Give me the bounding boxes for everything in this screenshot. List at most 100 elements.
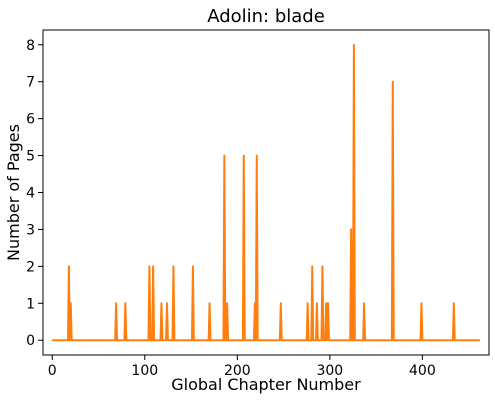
y-tick-label: 7 xyxy=(26,75,35,91)
data-point xyxy=(208,339,210,341)
x-tick-label: 200 xyxy=(224,363,251,379)
data-point xyxy=(307,302,309,304)
data-point xyxy=(254,302,256,304)
y-tick-label: 6 xyxy=(26,112,35,128)
data-point xyxy=(353,44,355,46)
data-point xyxy=(328,339,330,341)
y-axis-label: Number of Pages xyxy=(4,124,23,261)
data-point xyxy=(226,302,228,304)
data-point xyxy=(166,302,168,304)
data-point xyxy=(244,339,246,341)
data-point xyxy=(420,339,422,341)
data-point xyxy=(173,339,175,341)
data-point xyxy=(306,339,308,341)
data-point xyxy=(124,302,126,304)
data-point xyxy=(352,339,354,341)
x-tick-label: 0 xyxy=(48,363,57,379)
data-point xyxy=(167,339,169,341)
data-point xyxy=(321,339,323,341)
data-point xyxy=(325,302,327,304)
data-point xyxy=(242,339,244,341)
data-point xyxy=(324,339,326,341)
data-point xyxy=(222,339,224,341)
data-point xyxy=(223,155,225,157)
data-point xyxy=(453,302,455,304)
data-point xyxy=(51,339,53,341)
plot-area xyxy=(51,43,481,342)
data-point xyxy=(327,302,329,304)
data-point xyxy=(116,339,118,341)
data-point xyxy=(354,339,356,341)
data-point xyxy=(160,302,162,304)
data-point xyxy=(192,265,194,267)
data-point xyxy=(317,339,319,341)
data-point xyxy=(351,339,353,341)
y-tick-label: 3 xyxy=(26,222,35,238)
data-point xyxy=(316,302,318,304)
data-point xyxy=(310,339,312,341)
data-point xyxy=(364,339,366,341)
data-point xyxy=(391,339,393,341)
data-point xyxy=(193,339,195,341)
data-point xyxy=(224,339,226,341)
data-point xyxy=(115,302,117,304)
data-point xyxy=(125,339,127,341)
data-point xyxy=(421,339,423,341)
data-point xyxy=(243,155,245,157)
data-point xyxy=(315,339,317,341)
data-point xyxy=(257,339,259,341)
data-point xyxy=(70,302,72,304)
data-point xyxy=(148,265,150,267)
data-point xyxy=(69,339,71,341)
data-point xyxy=(308,339,310,341)
data-point xyxy=(279,339,281,341)
data-point xyxy=(209,302,211,304)
data-point xyxy=(68,265,70,267)
data-point xyxy=(149,339,151,341)
data-point xyxy=(321,265,323,267)
data-point xyxy=(165,339,167,341)
data-point xyxy=(255,339,257,341)
data-point xyxy=(479,339,481,341)
series-line-0 xyxy=(52,43,480,342)
data-point xyxy=(350,228,352,230)
data-point xyxy=(172,339,174,341)
data-point xyxy=(363,302,365,304)
data-point xyxy=(123,339,125,341)
y-tick-label: 2 xyxy=(26,259,35,275)
x-axis-label: Global Chapter Number xyxy=(171,375,361,394)
data-point xyxy=(114,339,116,341)
data-point xyxy=(191,339,193,341)
data-point xyxy=(153,339,155,341)
data-point xyxy=(253,339,255,341)
data-point xyxy=(256,155,258,157)
data-point xyxy=(280,302,282,304)
y-tick-label: 5 xyxy=(26,149,35,165)
data-point xyxy=(281,339,283,341)
data-point xyxy=(311,265,313,267)
chart-title: Adolin: blade xyxy=(207,6,325,27)
data-point xyxy=(225,339,227,341)
x-tick-label: 300 xyxy=(316,363,343,379)
data-point xyxy=(71,339,73,341)
data-point xyxy=(362,339,364,341)
data-point xyxy=(454,339,456,341)
data-point xyxy=(420,302,422,304)
data-point xyxy=(147,339,149,341)
data-point xyxy=(172,265,174,267)
y-tick-label: 4 xyxy=(26,186,35,202)
data-point xyxy=(151,339,153,341)
x-tick-label: 400 xyxy=(409,363,436,379)
x-tick-label: 100 xyxy=(131,363,158,379)
data-point xyxy=(393,339,395,341)
data-point xyxy=(161,339,163,341)
data-point xyxy=(452,339,454,341)
y-tick-label: 8 xyxy=(26,38,35,54)
data-point xyxy=(326,339,328,341)
data-point xyxy=(67,339,69,341)
data-point xyxy=(312,339,314,341)
data-point xyxy=(152,265,154,267)
data-point xyxy=(227,339,229,341)
data-point xyxy=(160,339,162,341)
